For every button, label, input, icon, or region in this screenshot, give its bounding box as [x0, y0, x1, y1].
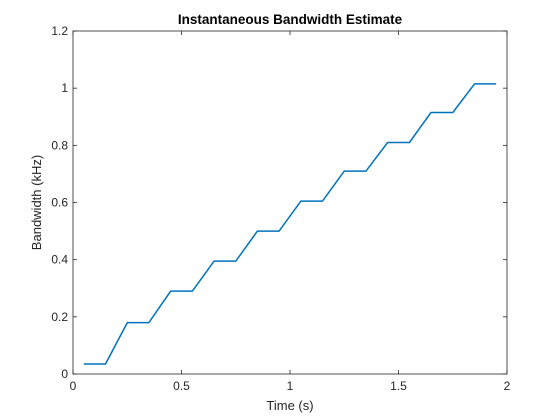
x-tick-label: 1.5: [390, 379, 407, 393]
chart-title: Instantaneous Bandwidth Estimate: [178, 12, 403, 27]
y-tick-label: 0: [61, 367, 68, 381]
y-tick-label: 0.6: [51, 196, 68, 210]
ticks-layer: 0 0.5 1 1.5 2 0 0.2 0.4 0.6 0.8 1 1.2: [51, 24, 510, 393]
y-tick-label: 0.4: [51, 253, 68, 267]
y-tick-label: 1.2: [51, 24, 68, 38]
x-tick-label: 0: [70, 379, 77, 393]
series-line: [83, 83, 497, 365]
y-tick-label: 0.2: [51, 310, 68, 324]
x-axis-label: Time (s): [266, 398, 313, 413]
y-tick-label: 1: [61, 81, 68, 95]
axes-box: [72, 30, 508, 375]
x-tick-label: 0.5: [173, 379, 190, 393]
y-axis-label: Bandwidth (kHz): [29, 155, 44, 250]
y-tick-label: 0.8: [51, 138, 68, 152]
plot-background: [73, 31, 507, 374]
series-layer: [83, 83, 497, 365]
x-tick-label: 1: [287, 379, 294, 393]
x-tick-label: 2: [504, 379, 511, 393]
